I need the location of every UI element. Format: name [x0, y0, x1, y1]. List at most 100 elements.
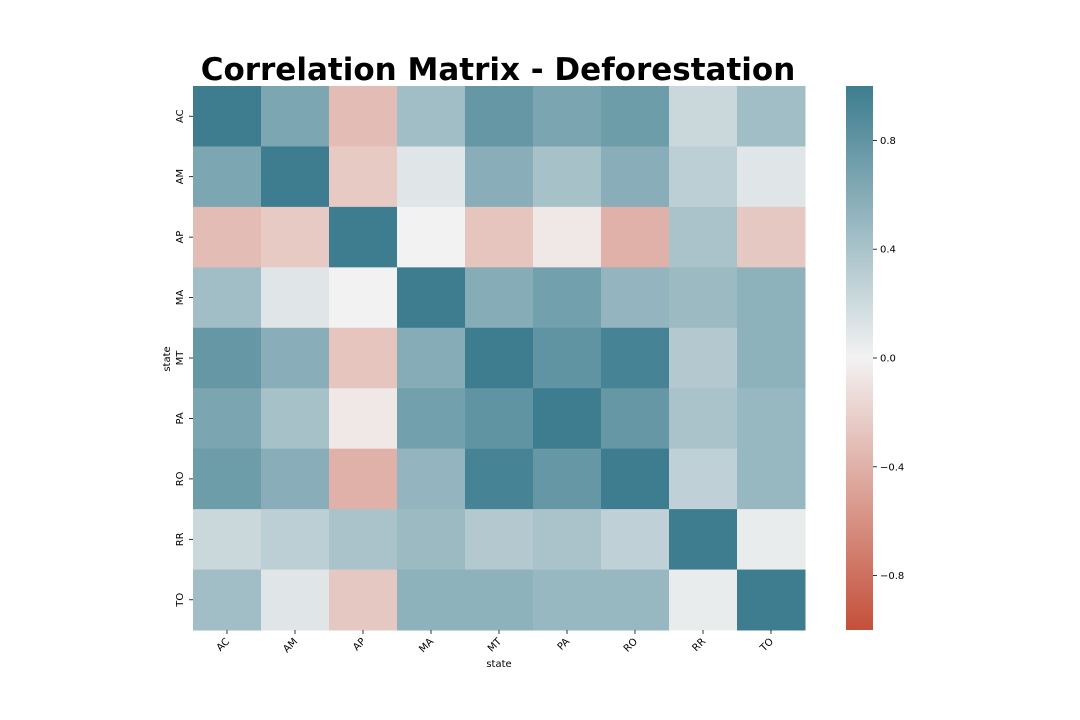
- heatmap-cell-AP-RR: [669, 206, 738, 268]
- y-tick-label-AC: AC: [175, 109, 186, 123]
- heatmap-cell-AM-AC: [193, 146, 262, 208]
- heatmap-cell-PA-MA: [397, 388, 466, 450]
- heatmap-cells: [193, 86, 806, 631]
- heatmap-cell-RO-MA: [397, 448, 466, 510]
- heatmap-cell-RO-AM: [261, 448, 330, 510]
- heatmap-cell-AM-RO: [601, 146, 670, 208]
- heatmap-cell-PA-PA: [533, 388, 602, 450]
- colorbar: [846, 86, 873, 630]
- heatmap-cell-MT-MT: [465, 327, 534, 389]
- x-axis-ticks: AC AM AP MA MT PA RO RR TO: [215, 630, 776, 655]
- x-tick-label-RR: RR: [691, 636, 709, 654]
- heatmap-cell-RR-AC: [193, 509, 262, 571]
- heatmap-cell-AP-MA: [397, 206, 466, 268]
- heatmap-cell-RO-AP: [329, 448, 398, 510]
- heatmap-cell-AP-PA: [533, 206, 602, 268]
- colorbar-tick-label: −0.4: [880, 462, 904, 473]
- heatmap-cell-TO-MA: [397, 569, 466, 631]
- heatmap-cell-RO-TO: [737, 448, 806, 510]
- heatmap-cell-PA-RO: [601, 388, 670, 450]
- heatmap-cell-AM-MA: [397, 146, 466, 208]
- heatmap-cell-RO-MT: [465, 448, 534, 510]
- y-tick-label-RR: RR: [175, 532, 186, 546]
- heatmap-cell-MA-AC: [193, 267, 262, 329]
- colorbar-tick-label: 0.8: [880, 136, 896, 147]
- x-tick-label-MA: MA: [417, 636, 436, 655]
- heatmap-cell-RR-AP: [329, 509, 398, 571]
- heatmap-cell-RR-RR: [669, 509, 738, 571]
- heatmap-cell-MT-AC: [193, 327, 262, 389]
- x-axis-label: state: [486, 659, 511, 670]
- heatmap-cell-TO-AP: [329, 569, 398, 631]
- heatmap-cell-MT-TO: [737, 327, 806, 389]
- heatmap-cell-AC-AC: [193, 86, 262, 147]
- heatmap-cell-MT-PA: [533, 327, 602, 389]
- heatmap-cell-TO-TO: [737, 569, 806, 631]
- y-tick-label-PA: PA: [175, 412, 186, 424]
- heatmap-cell-MA-RR: [669, 267, 738, 329]
- y-axis-label: state: [162, 346, 173, 371]
- y-tick-label-AP: AP: [175, 231, 186, 244]
- heatmap-cell-PA-MT: [465, 388, 534, 450]
- heatmap-cell-RR-TO: [737, 509, 806, 571]
- heatmap-cell-AM-TO: [737, 146, 806, 208]
- heatmap-cell-AM-MT: [465, 146, 534, 208]
- heatmap-cell-PA-AP: [329, 388, 398, 450]
- x-tick-label-MT: MT: [486, 636, 505, 655]
- heatmap-cell-AP-AP: [329, 206, 398, 268]
- colorbar-tick-label: 0.0: [880, 354, 896, 365]
- y-tick-label-AM: AM: [175, 169, 186, 184]
- heatmap-cell-AP-AC: [193, 206, 262, 268]
- heatmap-cell-TO-RO: [601, 569, 670, 631]
- heatmap-cell-MT-RR: [669, 327, 738, 389]
- heatmap-cell-RR-MT: [465, 509, 534, 571]
- heatmap-cell-RR-PA: [533, 509, 602, 571]
- chart-title: Correlation Matrix - Deforestation: [201, 52, 796, 88]
- heatmap-cell-TO-RR: [669, 569, 738, 631]
- heatmap-cell-AP-TO: [737, 206, 806, 268]
- heatmap-cell-RO-RO: [601, 448, 670, 510]
- heatmap-cell-AP-RO: [601, 206, 670, 268]
- heatmap-cell-RO-PA: [533, 448, 602, 510]
- heatmap-cell-MA-MT: [465, 267, 534, 329]
- heatmap-cell-TO-MT: [465, 569, 534, 631]
- heatmap-cell-PA-AC: [193, 388, 262, 450]
- heatmap-cell-PA-TO: [737, 388, 806, 450]
- y-tick-label-MA: MA: [175, 290, 186, 306]
- heatmap-cell-RO-RR: [669, 448, 738, 510]
- heatmap-cell-MA-PA: [533, 267, 602, 329]
- heatmap-cell-AC-MA: [397, 86, 466, 147]
- heatmap-cell-AP-AM: [261, 206, 330, 268]
- heatmap-cell-AC-MT: [465, 86, 534, 147]
- x-tick-label-AM: AM: [281, 636, 300, 655]
- heatmap-cell-MT-AM: [261, 327, 330, 389]
- x-tick-label-AP: AP: [351, 636, 368, 653]
- heatmap-cell-MT-MA: [397, 327, 466, 389]
- heatmap-cell-AC-TO: [737, 86, 806, 147]
- heatmap-cell-AP-MT: [465, 206, 534, 268]
- heatmap-cell-TO-AC: [193, 569, 262, 631]
- heatmap-cell-MA-RO: [601, 267, 670, 329]
- colorbar-ticks: 0.8 0.4 0.0 −0.4 −0.8: [873, 136, 904, 582]
- heatmap-cell-RO-AC: [193, 448, 262, 510]
- y-axis-ticks: AC AM AP MA MT PA RO RR TO: [175, 109, 193, 608]
- y-tick-label-MT: MT: [175, 350, 186, 366]
- heatmap-cell-MT-AP: [329, 327, 398, 389]
- heatmap-cell-MA-MA: [397, 267, 466, 329]
- heatmap-cell-AM-PA: [533, 146, 602, 208]
- colorbar-tick-label: −0.8: [880, 571, 904, 582]
- heatmap-cell-AM-AM: [261, 146, 330, 208]
- heatmap-cell-AC-RR: [669, 86, 738, 147]
- heatmap-cell-PA-AM: [261, 388, 330, 450]
- y-tick-label-RO: RO: [175, 471, 186, 486]
- x-tick-label-AC: AC: [215, 636, 232, 653]
- heatmap-cell-MT-RO: [601, 327, 670, 389]
- heatmap-cell-PA-RR: [669, 388, 738, 450]
- heatmap-cell-TO-AM: [261, 569, 330, 631]
- heatmap-cell-AC-AP: [329, 86, 398, 147]
- heatmap-cell-AC-PA: [533, 86, 602, 147]
- heatmap-cell-MA-AP: [329, 267, 398, 329]
- heatmap-cell-MA-TO: [737, 267, 806, 329]
- x-tick-label-TO: TO: [758, 636, 776, 654]
